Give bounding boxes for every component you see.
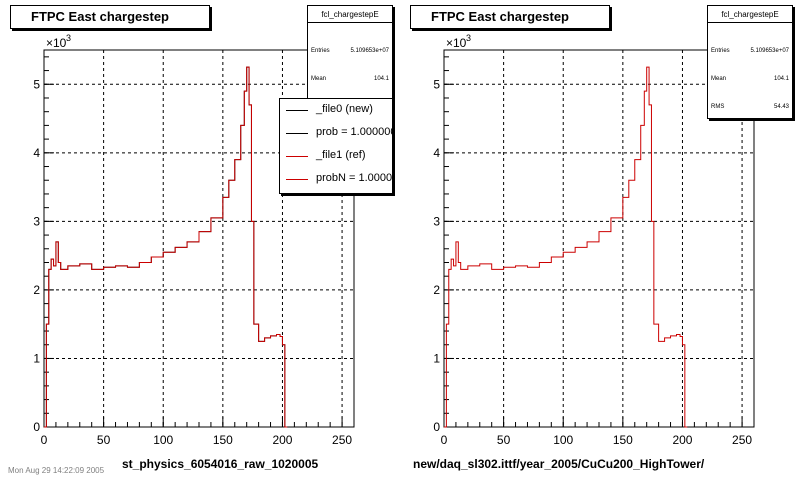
y-tick-label: 2 [33,283,40,297]
stats-label: Mean [311,76,327,82]
stats-value: 5.109653e+07 [750,48,789,54]
x-tick-label: 50 [497,433,511,447]
x-tick-label: 0 [41,433,48,447]
series-line-0 [44,66,288,428]
legend-entry-probn: probN = 1.000000 [280,169,393,189]
legend-line-swatch [286,156,308,157]
y-tick-label: 2 [433,283,440,297]
y-tick-label: 5 [433,77,440,91]
x-tick-label: 100 [553,433,573,447]
x-tick-label: 250 [732,433,752,447]
y-tick-label: 5 [33,77,40,91]
y-tick-label: 0 [433,420,440,434]
timestamp-footer: Mon Aug 29 14:22:09 2005 [8,466,105,475]
stats-name: fcl_chargestepE [708,6,792,23]
stats-row-mean: Mean 104.1 [311,76,389,82]
x-tick-label: 100 [153,433,173,447]
legend-line-swatch [286,179,308,180]
panel-2-title: FTPC East chargestep [410,5,610,29]
x-tick-label: 50 [97,433,111,447]
legend-line-swatch [286,133,308,134]
stats-name: fcl_chargestepE [308,6,392,23]
y-tick-label: 4 [33,146,40,160]
panel-2-stats-box: fcl_chargestepE Entries 5.109653e+07 Mea… [707,5,793,119]
legend-entry-prob: prob = 1.000000 [280,123,393,143]
x-tick-label: 0 [441,433,448,447]
y-axis-multiplier-exponent: 3 [466,33,471,43]
stats-row-entries: Entries 5.109653e+07 [311,48,389,54]
stats-label: Entries [711,48,730,54]
y-tick-label: 0 [33,420,40,434]
panel-1-x-axis-label: st_physics_6054016_raw_1020005 [122,457,319,471]
stats-value: 54.43 [773,104,789,110]
legend-label: prob = 1.000000 [316,126,393,138]
y-tick-label: 3 [433,214,440,228]
stats-label: Mean [711,76,727,82]
y-axis-multiplier-exponent: 3 [66,33,71,43]
legend-entry-file1: _file1 (ref) [280,146,392,166]
series-line-1 [44,66,288,428]
y-axis-multiplier: ×10 [46,36,67,50]
x-tick-label: 150 [613,433,633,447]
y-tick-label: 1 [33,351,40,365]
y-tick-label: 3 [33,214,40,228]
panel-1-title: FTPC East chargestep [10,5,210,29]
stats-value: 5.109653e+07 [350,48,389,54]
stats-row-entries: Entries 5.109653e+07 [711,48,789,54]
panel-1-legend: _file0 (new) prob = 1.000000 _file1 (ref… [279,98,393,194]
stats-label: RMS [711,104,725,110]
y-axis-multiplier: ×10 [446,36,467,50]
legend-label: _file0 (new) [316,103,373,115]
stats-value: 104.1 [773,76,789,82]
stats-value: 104.1 [373,76,389,82]
x-tick-label: 200 [272,433,292,447]
x-tick-label: 250 [332,433,352,447]
x-tick-label: 150 [213,433,233,447]
x-tick-label: 200 [672,433,692,447]
panel-2-x-axis-label: new/daq_sl302.ittf/year_2005/CuCu200_Hig… [413,457,705,471]
series-line-0 [444,66,688,428]
stats-row-mean: Mean 104.1 [711,76,789,82]
stats-label: Entries [311,48,330,54]
legend-line-swatch [286,110,308,111]
legend-label: _file1 (ref) [316,149,366,161]
y-tick-label: 1 [433,351,440,365]
y-tick-label: 4 [433,146,440,160]
legend-entry-file0: _file0 (new) [280,100,392,120]
stats-row-rms: RMS 54.43 [711,104,789,110]
legend-label: probN = 1.000000 [316,172,393,184]
